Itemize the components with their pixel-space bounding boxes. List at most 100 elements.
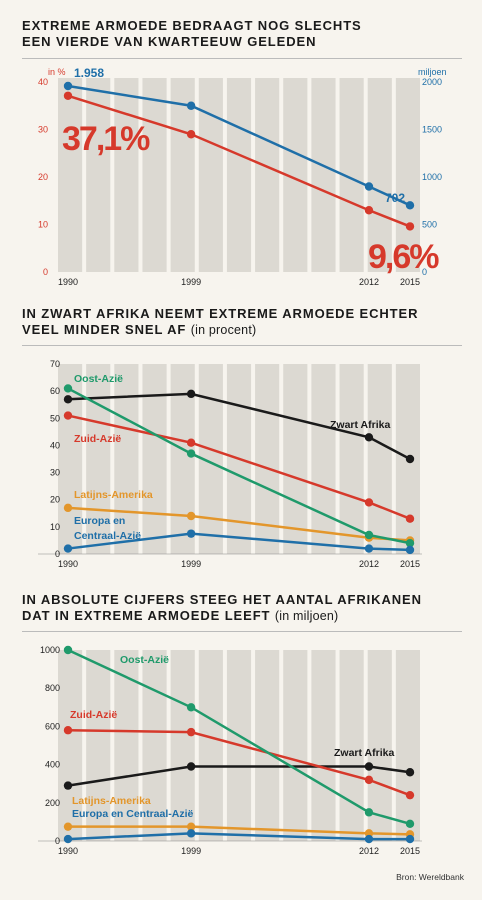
data-point-s0-2 [364,808,374,817]
grid-stripe [170,650,195,841]
y-tick-50: 50 [50,413,60,423]
data-point-s3-0 [63,503,73,513]
series-label-0: Oost-Azië [120,654,169,666]
grid-stripe [58,650,83,841]
grid-stripe [142,650,167,841]
data-point-s2-2 [364,762,374,771]
series-label-4-line2: Centraal-Azië [74,530,141,542]
series-line-0 [67,648,411,826]
grid-stripe [198,78,223,272]
series-label-1: Zuid-Azië [70,709,117,721]
grid-stripe [367,78,392,272]
series-line-4 [67,832,410,841]
chart2-title-line2-wrap: VEEL MINDER SNEL AF (in procent) [22,322,418,338]
data-point-s4-2 [364,834,374,844]
chart3-title-line2: DAT IN EXTREME ARMOEDE LEEFT [22,608,271,623]
grid-stripe [86,364,111,554]
y-tick-400: 400 [45,760,60,770]
chart3-title: IN ABSOLUTE CIJFERS STEEG HET AANTAL AFR… [22,592,422,624]
grid-stripe [170,78,195,272]
grid-stripe [395,650,420,841]
data-point-s0-1 [186,130,196,139]
data-point-s1-3 [405,454,415,464]
grid-stripe [311,650,336,841]
series-label-2: Zuid-Azië [74,433,121,445]
right-axis-label: miljoen [418,67,447,77]
data-point-s0-1 [186,449,196,458]
data-point-s4-1 [186,829,196,838]
series-label-4-line1: Europa en [74,515,125,527]
data-point-s0-0 [63,384,73,393]
chart3-title-unit: (in miljoen) [274,609,339,623]
annotation-start-mln: 1.958 [74,66,104,80]
y-tick-800: 800 [45,683,60,693]
series-line-2 [67,765,411,787]
y-tick-70: 70 [50,359,60,369]
data-point-s1-0 [63,81,73,91]
data-point-s1-0 [63,726,73,735]
x-tick-label-2012: 2012 [359,277,379,287]
data-point-s1-2 [364,775,374,785]
series-label-4: Europa en Centraal-Azië [72,808,194,820]
series-label-3: Latijns-Amerika [72,795,151,807]
data-point-s1-1 [186,389,196,399]
chart2-title-line2: VEEL MINDER SNEL AF [22,322,187,337]
data-point-s3-1 [186,822,196,831]
grid-stripe [311,364,336,554]
y-tick-600: 600 [45,721,60,731]
grid-stripe [198,650,223,841]
data-point-s2-3 [405,514,415,523]
data-point-s3-1 [186,511,196,521]
chart1-title-line2: EEN VIERDE VAN KWARTEEUW GELEDEN [22,34,317,49]
series-line-3 [68,825,411,836]
data-point-s1-2 [364,182,374,191]
data-point-s0-3 [405,819,415,829]
chart1-svg: 0 10 20 30 40 0 500 1000 1500 2000 in % miljoen 1990… [38,66,447,287]
grid-stripe [255,364,280,554]
chart1-title: EXTREME ARMOEDE BEDRAAGT NOG SLECHTS EEN… [22,18,362,50]
x-tick-label-1990: 1990 [58,846,78,856]
x-tick-label-1999: 1999 [181,559,201,569]
chart3-svg: 0 200 400 600 800 1000 1990 1999 2012 2015 Oost-Az… [38,645,422,856]
right-tick-500: 500 [422,220,437,230]
y-tick-40: 40 [50,440,60,450]
data-point-s4-0 [63,544,73,553]
left-tick-30: 30 [38,125,48,135]
chart1-divider [22,58,462,59]
data-point-s2-1 [186,438,196,447]
grid-stripe [395,78,420,272]
series-line-0 [67,94,411,228]
grid-stripe [255,78,280,272]
series-label-3: Latijns-Amerika [74,489,153,501]
y-tick-60: 60 [50,386,60,396]
x-tick-label-2015: 2015 [400,559,420,569]
chart2-title-line1: IN ZWART AFRIKA NEEMT EXTREME ARMOEDE EC… [22,306,419,321]
series-label-2: Zwart Afrika [334,747,394,759]
data-point-s2-2 [364,498,374,507]
data-point-s1-3 [405,201,415,210]
annotation-end-mln: 702 [385,191,405,205]
chart2-divider [22,345,462,346]
grid-stripe [86,650,111,841]
grid-stripe [367,650,392,841]
data-point-s1-1 [186,727,196,737]
y-tick-30: 30 [50,468,60,478]
data-point-s2-3 [405,768,415,777]
x-tick-label-2015: 2015 [400,277,420,287]
x-tick-label-2015: 2015 [400,846,420,856]
grid-stripe [339,650,364,841]
left-tick-20: 20 [38,172,48,182]
right-tick-1500: 1500 [422,125,442,135]
data-point-s2-1 [186,762,196,771]
series-label-1: Zwart Afrika [330,419,390,431]
grid-stripe [283,364,308,554]
x-tick-label-2012: 2012 [359,846,379,856]
right-tick-2000: 2000 [422,77,442,87]
series-line-4 [67,532,411,552]
right-tick-0: 0 [422,267,427,277]
annotation-end-pct: 9,6% [368,238,439,276]
chart1-title-line1: EXTREME ARMOEDE BEDRAAGT NOG SLECHTS [22,18,362,33]
grid-stripe [226,78,252,272]
left-tick-40: 40 [38,77,48,87]
